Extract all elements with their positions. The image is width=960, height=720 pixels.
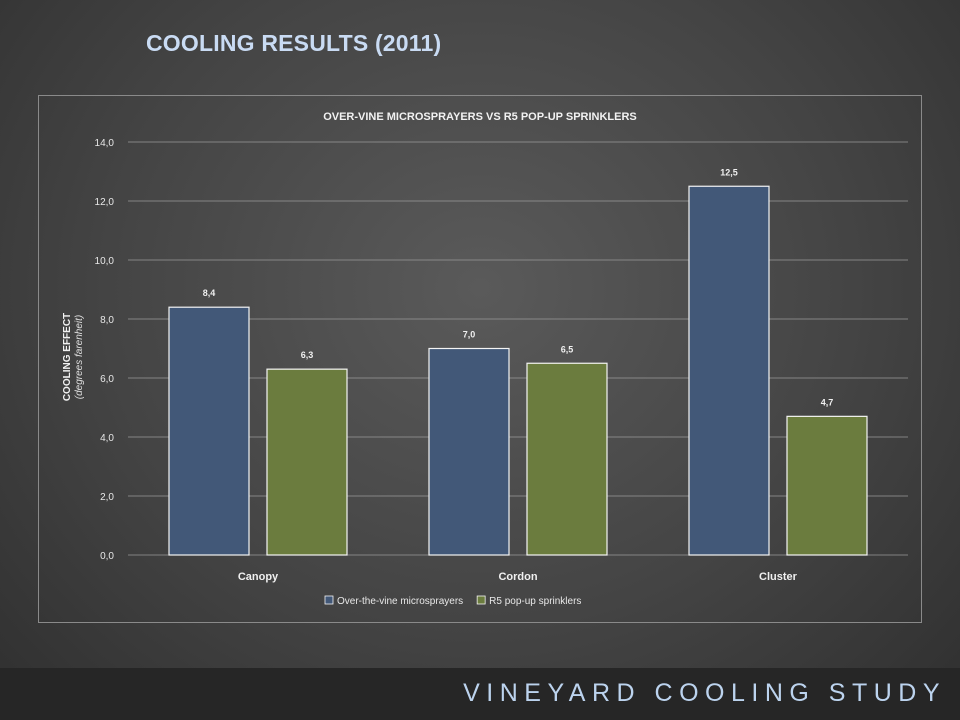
y-axis-subtitle: (degrees farenheit) [74, 315, 85, 400]
footer-text: VINEYARD COOLING STUDY [463, 679, 946, 707]
gridlines [128, 141, 908, 556]
data-labels: 8,4 6,3 7,0 6,5 12,5 4,7 [203, 167, 834, 407]
data-label: 8,4 [203, 288, 216, 298]
y-tick-label: 14,0 [95, 138, 115, 149]
x-axis-categories: Canopy Cordon Cluster [238, 571, 798, 583]
chart-frame [38, 95, 922, 623]
y-tick-label: 6,0 [100, 374, 114, 385]
bars [168, 185, 868, 556]
y-tick-label: 2,0 [100, 492, 114, 503]
y-tick-label: 10,0 [95, 256, 115, 267]
data-label: 6,3 [301, 350, 314, 360]
bar-chart: OVER-VINE MICROSPRAYERS VS R5 POP-UP SPR… [62, 111, 908, 607]
data-label: 4,7 [821, 397, 834, 407]
x-category-label: Cluster [759, 571, 798, 583]
x-category-label: Canopy [238, 571, 279, 583]
slide-title: COOLING RESULTS (2011) [146, 30, 442, 56]
legend-label: Over-the-vine microsprayers [337, 596, 463, 607]
y-axis-ticks: 0,0 2,0 4,0 6,0 8,0 10,0 12,0 14,0 [95, 138, 115, 562]
bar [526, 362, 608, 556]
data-label: 6,5 [561, 344, 574, 354]
bar [266, 368, 348, 556]
legend-label: R5 pop-up sprinklers [489, 596, 581, 607]
bar [168, 306, 250, 556]
y-tick-label: 0,0 [100, 551, 114, 562]
y-axis-title: COOLING EFFECT [62, 313, 73, 401]
y-tick-label: 4,0 [100, 433, 114, 444]
y-axis-title-group: COOLING EFFECT (degrees farenheit) [62, 313, 85, 401]
y-tick-label: 12,0 [95, 197, 115, 208]
legend: Over-the-vine microsprayers R5 pop-up spr… [324, 595, 581, 607]
data-label: 7,0 [463, 330, 476, 340]
y-tick-label: 8,0 [100, 315, 114, 326]
bar [786, 415, 868, 556]
legend-swatch [476, 595, 486, 605]
legend-swatch [324, 595, 334, 605]
chart-title: OVER-VINE MICROSPRAYERS VS R5 POP-UP SPR… [323, 111, 637, 123]
x-category-label: Cordon [498, 571, 537, 583]
data-label: 12,5 [720, 167, 738, 177]
bar [428, 347, 510, 556]
bar [688, 185, 770, 556]
footer-bar: VINEYARD COOLING STUDY [0, 668, 960, 720]
